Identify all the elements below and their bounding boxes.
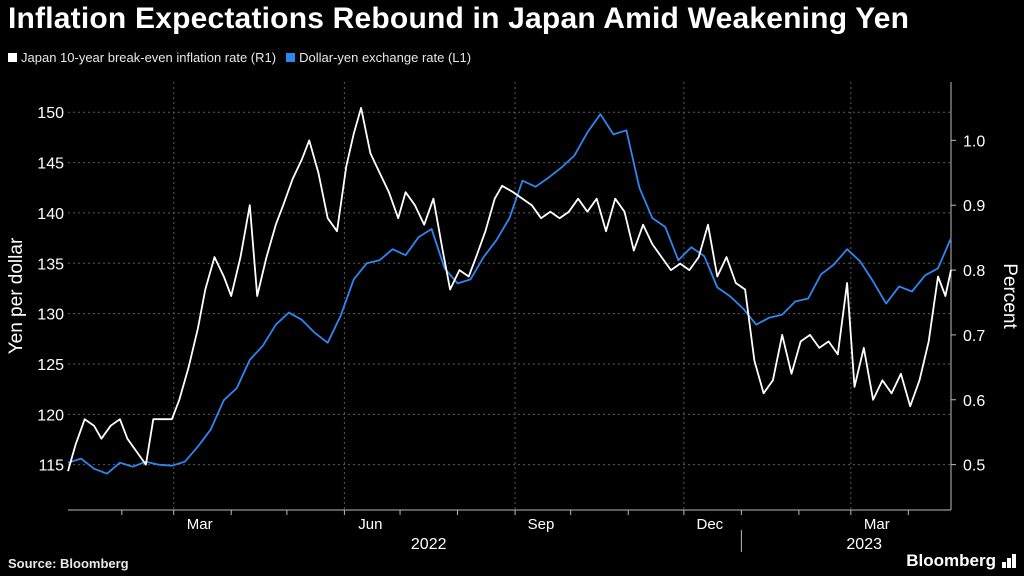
- y-left-tick-label: 150: [37, 105, 64, 122]
- x-tick-label: Mar: [864, 516, 890, 533]
- legend: Japan 10-year break-even inflation rate …: [8, 50, 471, 65]
- x-tick-label: Jun: [358, 516, 382, 533]
- x-tick-label: Sep: [528, 516, 555, 533]
- series-line-breakeven: [67, 107, 952, 472]
- year-label: 2022: [411, 536, 447, 553]
- y-right-tick-label: 0.5: [963, 458, 985, 475]
- legend-swatch-inflation: [8, 53, 17, 62]
- y-left-tick-label: 125: [37, 357, 64, 374]
- y-right-axis-title: Percent: [999, 263, 1020, 329]
- legend-label-inflation: Japan 10-year break-even inflation rate …: [21, 50, 277, 65]
- brand-name: Bloomberg: [906, 551, 996, 570]
- legend-label-yen: Dollar-yen exchange rate (L1): [299, 50, 472, 65]
- chart-title: Inflation Expectations Rebound in Japan …: [8, 2, 910, 35]
- y-left-tick-label: 120: [37, 407, 64, 424]
- y-left-tick-label: 115: [38, 458, 64, 475]
- series-line-dollar-yen: [67, 113, 952, 475]
- legend-item-yen: Dollar-yen exchange rate (L1): [286, 50, 471, 65]
- x-tick-label: Mar: [187, 516, 213, 533]
- y-left-tick-label: 135: [37, 256, 64, 273]
- legend-swatch-yen: [286, 53, 296, 62]
- source-note: Source: Bloomberg: [8, 556, 129, 571]
- y-right-tick-label: 0.6: [963, 393, 985, 410]
- y-right-tick-label: 0.8: [963, 263, 985, 280]
- y-left-tick-label: 145: [37, 156, 64, 173]
- y-left-axis-title: Yen per dollar: [6, 237, 27, 354]
- y-right-tick-label: 1.0: [963, 133, 985, 150]
- bloomberg-bars-icon: [1002, 554, 1016, 568]
- y-right-tick-label: 0.9: [963, 198, 985, 215]
- year-label: 2023: [846, 536, 882, 553]
- x-tick-label: Dec: [697, 516, 724, 533]
- y-right-tick-label: 0.7: [963, 328, 985, 345]
- legend-item-inflation: Japan 10-year break-even inflation rate …: [8, 50, 276, 65]
- y-left-tick-label: 130: [37, 307, 64, 324]
- y-left-tick-label: 140: [37, 206, 64, 223]
- bloomberg-logo: Bloomberg: [906, 551, 1016, 571]
